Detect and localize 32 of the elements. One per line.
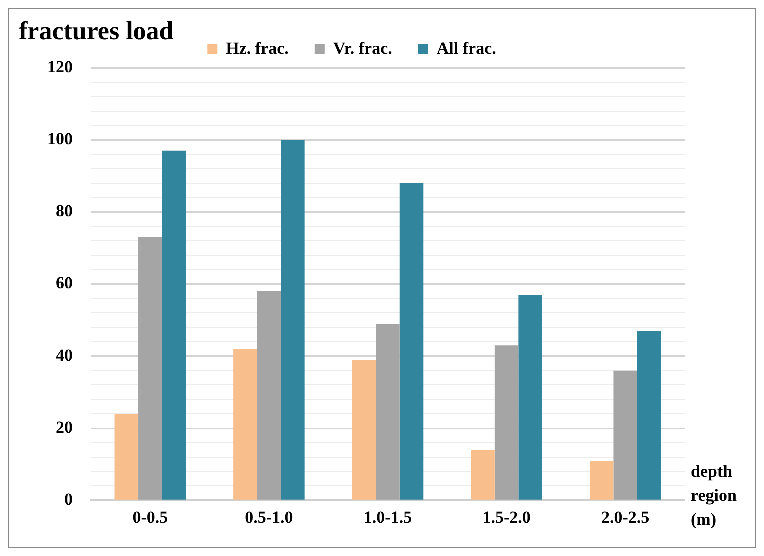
x-tick-label: 2.0-2.5 (602, 508, 650, 528)
x-tick-label: 0-0.5 (132, 508, 168, 528)
bar (494, 346, 519, 500)
x-tick-label: 1.0-1.5 (364, 508, 412, 528)
x-tick-label: 1.5-2.0 (482, 508, 531, 528)
bar (614, 370, 638, 500)
y-tick-label: 20 (56, 418, 73, 437)
bar (234, 349, 258, 500)
bar (162, 150, 186, 500)
bar (518, 295, 542, 500)
bar (637, 331, 662, 500)
bar (352, 360, 376, 500)
y-axis-title: fractures load (19, 16, 174, 46)
legend-label: All frac. (436, 38, 496, 58)
bar (590, 460, 614, 500)
bar (257, 292, 282, 500)
legend-label: Hz. frac. (226, 38, 289, 58)
y-tick-label: 100 (48, 129, 73, 148)
bar (400, 183, 424, 500)
x-axis-title: depth region (m) (691, 462, 738, 529)
bar (281, 140, 305, 500)
y-tick-label: 60 (56, 274, 73, 293)
legend-label: Vr. frac. (333, 38, 392, 58)
y-tick-label: 80 (56, 202, 73, 221)
x-tick-label: 0.5-1.0 (245, 508, 294, 528)
bar (376, 324, 400, 500)
bar (138, 237, 162, 500)
bar (114, 414, 139, 500)
y-tick-label: 0 (64, 490, 73, 509)
bar (471, 450, 495, 500)
y-tick-label: 120 (48, 57, 73, 76)
y-tick-label: 40 (56, 346, 73, 365)
